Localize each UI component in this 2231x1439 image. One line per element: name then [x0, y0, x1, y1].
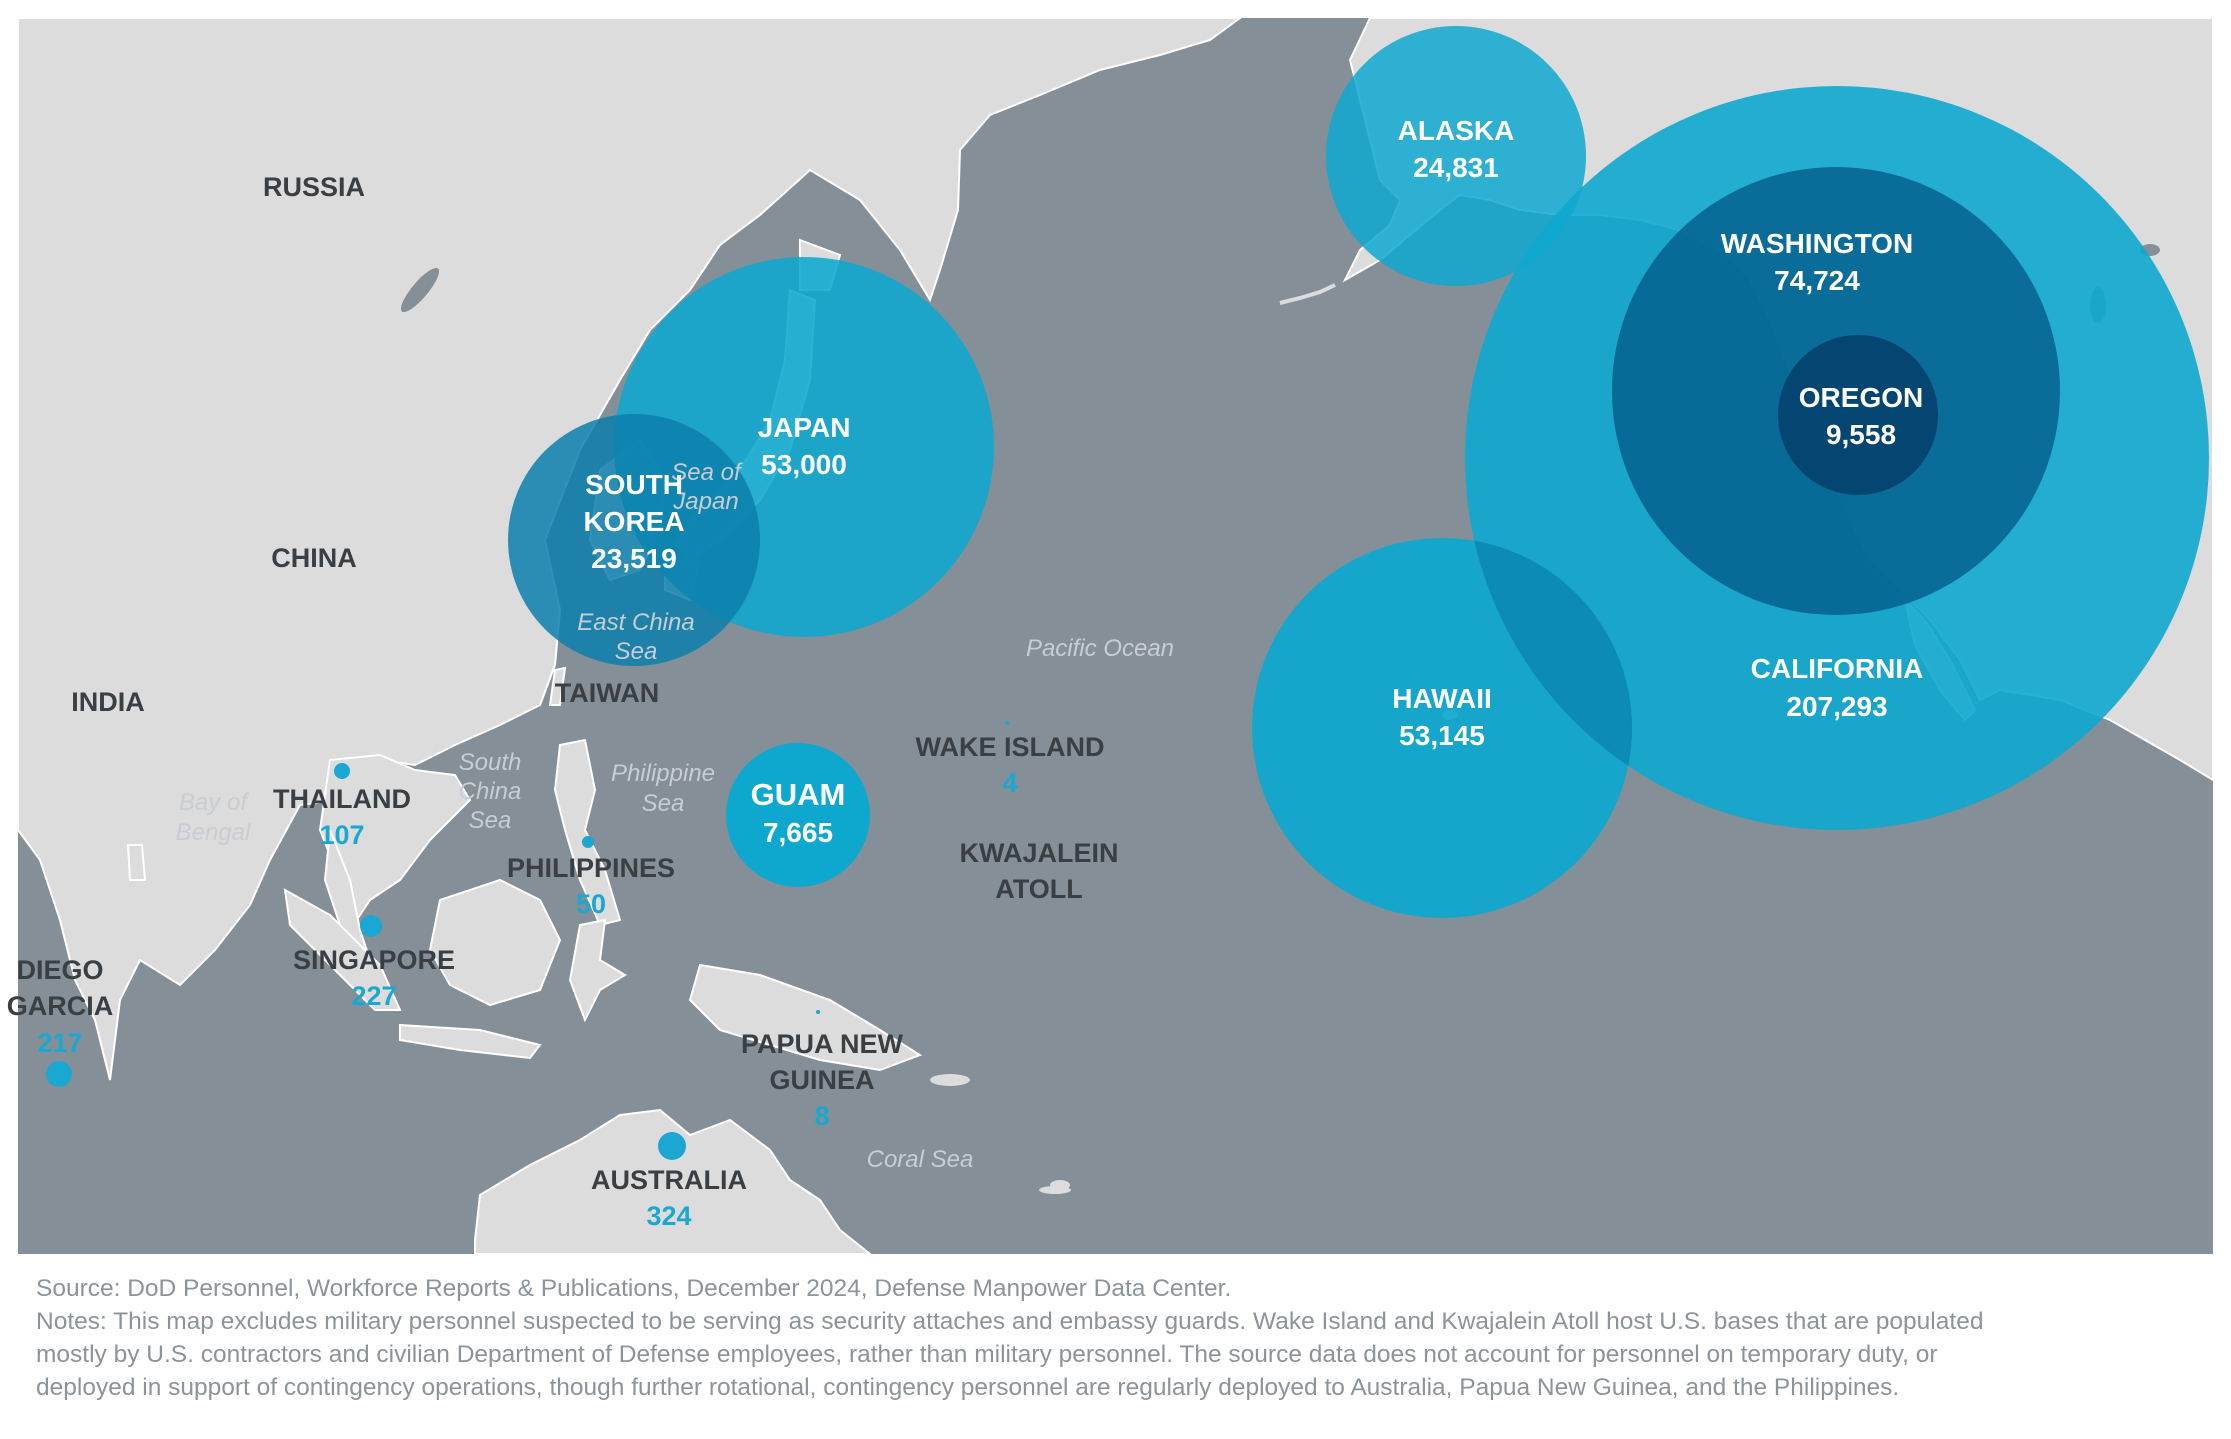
borneo-land	[428, 878, 562, 1007]
label-taiwan: TAIWAN	[555, 678, 659, 708]
dot-australia	[658, 1132, 686, 1160]
sulawesi-land	[568, 918, 627, 1023]
label-guam-value: 7,665	[763, 817, 833, 848]
java-land	[399, 1023, 542, 1060]
label-south-korea-value: 23,519	[591, 543, 677, 574]
label-japan-value: 53,000	[761, 449, 847, 480]
label-diego-garcia-1: DIEGO	[16, 955, 103, 985]
dot-diego-garcia	[46, 1061, 72, 1087]
label-philippine-sea-1: Philippine	[611, 760, 715, 787]
label-washington-name: WASHINGTON	[1721, 228, 1913, 259]
label-oregon-value: 9,558	[1826, 419, 1896, 450]
label-png-value: 8	[814, 1101, 829, 1131]
label-washington-value: 74,724	[1774, 265, 1860, 296]
label-philippines-value: 50	[576, 889, 606, 919]
new-caledonia	[1039, 1186, 1071, 1194]
sri-lanka-land	[126, 844, 147, 881]
lake-baikal	[400, 267, 440, 313]
australia-land	[474, 1108, 873, 1255]
sumatra-land	[283, 888, 402, 1011]
notes-line-1: Notes: This map excludes military person…	[36, 1308, 1984, 1335]
label-south-china-sea-2: China	[459, 778, 522, 805]
label-east-china-sea-1: East China	[577, 609, 694, 636]
label-singapore: SINGAPORE	[293, 945, 455, 975]
label-bay-of-bengal-2: Bengal	[176, 819, 251, 846]
solomon-islands	[930, 1074, 970, 1086]
dot-philippines	[582, 836, 594, 848]
label-png-2: GUINEA	[769, 1065, 874, 1095]
label-south-china-sea-1: South	[459, 749, 522, 776]
bubble-alaska	[1326, 26, 1586, 286]
dot-singapore	[360, 915, 382, 937]
label-coral-sea: Coral Sea	[867, 1146, 974, 1173]
footnote: Source: DoD Personnel, Workforce Reports…	[36, 1272, 2206, 1404]
bubble-hawaii	[1252, 538, 1632, 918]
dot-wake	[1005, 721, 1009, 725]
label-philippines: PHILIPPINES	[507, 853, 675, 883]
label-alaska-value: 24,831	[1413, 152, 1499, 183]
label-australia: AUSTRALIA	[591, 1165, 747, 1195]
bubble-south-korea	[508, 414, 760, 666]
label-oregon-name: OREGON	[1799, 382, 1923, 413]
notes-line-3: deployed in support of contingency opera…	[36, 1374, 1900, 1401]
label-thailand-value: 107	[319, 820, 364, 850]
bubble-guam	[726, 743, 870, 887]
label-california-value: 207,293	[1786, 691, 1887, 722]
label-diego-garcia-2: GARCIA	[7, 991, 114, 1021]
new-guinea-land	[688, 963, 923, 1072]
label-wake-island: WAKE ISLAND	[916, 732, 1105, 762]
label-kwajalein-2: ATOLL	[995, 874, 1083, 904]
label-singapore-value: 227	[351, 981, 396, 1011]
label-wake-island-value: 4	[1002, 768, 1017, 798]
label-diego-garcia-value: 217	[37, 1028, 82, 1058]
bubble-oregon	[1778, 335, 1938, 495]
label-sea-of-japan-2: Japan	[672, 488, 738, 515]
bubble-layer	[508, 26, 2209, 918]
label-south-korea-name-2: KOREA	[583, 506, 684, 537]
label-east-china-sea-2: Sea	[615, 638, 658, 665]
label-south-korea-name-1: SOUTH	[585, 469, 683, 500]
aleutian-islands	[1279, 283, 1336, 305]
label-california-name: CALIFORNIA	[1751, 653, 1924, 684]
dot-png	[816, 1010, 820, 1014]
label-pacific-ocean: Pacific Ocean	[1026, 635, 1174, 662]
label-china: CHINA	[271, 543, 357, 573]
dot-layer	[46, 721, 1009, 1160]
label-guam-name: GUAM	[751, 777, 846, 812]
label-bay-of-bengal-1: Bay of	[179, 789, 249, 816]
label-png-1: PAPUA NEW	[741, 1029, 904, 1059]
dot-thailand	[334, 763, 350, 779]
label-kwajalein-1: KWAJALEIN	[959, 838, 1118, 868]
label-hawaii-name: HAWAII	[1392, 683, 1492, 714]
label-russia: RUSSIA	[263, 172, 365, 202]
label-alaska-name: ALASKA	[1398, 115, 1515, 146]
label-south-china-sea-3: Sea	[469, 807, 512, 834]
label-australia-value: 324	[646, 1201, 691, 1231]
label-japan-name: JAPAN	[758, 412, 851, 443]
label-sea-of-japan-1: Sea of	[671, 459, 743, 486]
taiwan-land	[548, 666, 567, 706]
source-line: Source: DoD Personnel, Workforce Reports…	[36, 1275, 1232, 1302]
notes-line-2: mostly by U.S. contractors and civilian …	[36, 1341, 1938, 1368]
philippines-land	[553, 738, 622, 927]
label-philippine-sea-2: Sea	[642, 790, 685, 817]
label-thailand: THAILAND	[273, 784, 411, 814]
label-hawaii-value: 53,145	[1399, 720, 1485, 751]
label-india: INDIA	[71, 687, 145, 717]
